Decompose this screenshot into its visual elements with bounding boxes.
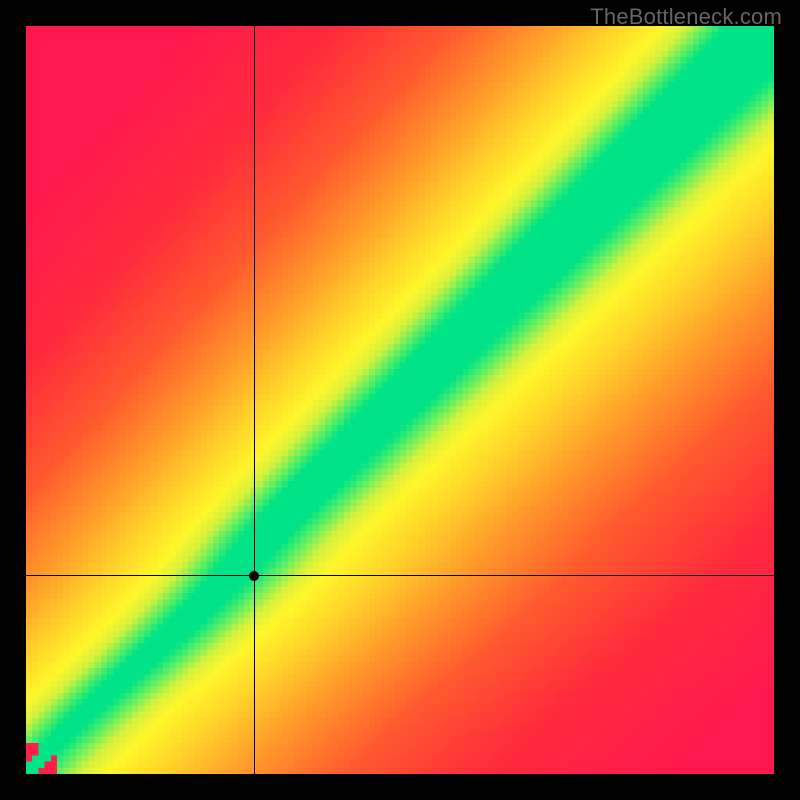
watermark-text: TheBottleneck.com (590, 4, 782, 30)
crosshair-vertical (254, 26, 255, 774)
crosshair-horizontal (26, 575, 774, 576)
heatmap-canvas (26, 26, 774, 774)
heatmap-plot (26, 26, 774, 774)
crosshair-marker-dot (249, 571, 259, 581)
